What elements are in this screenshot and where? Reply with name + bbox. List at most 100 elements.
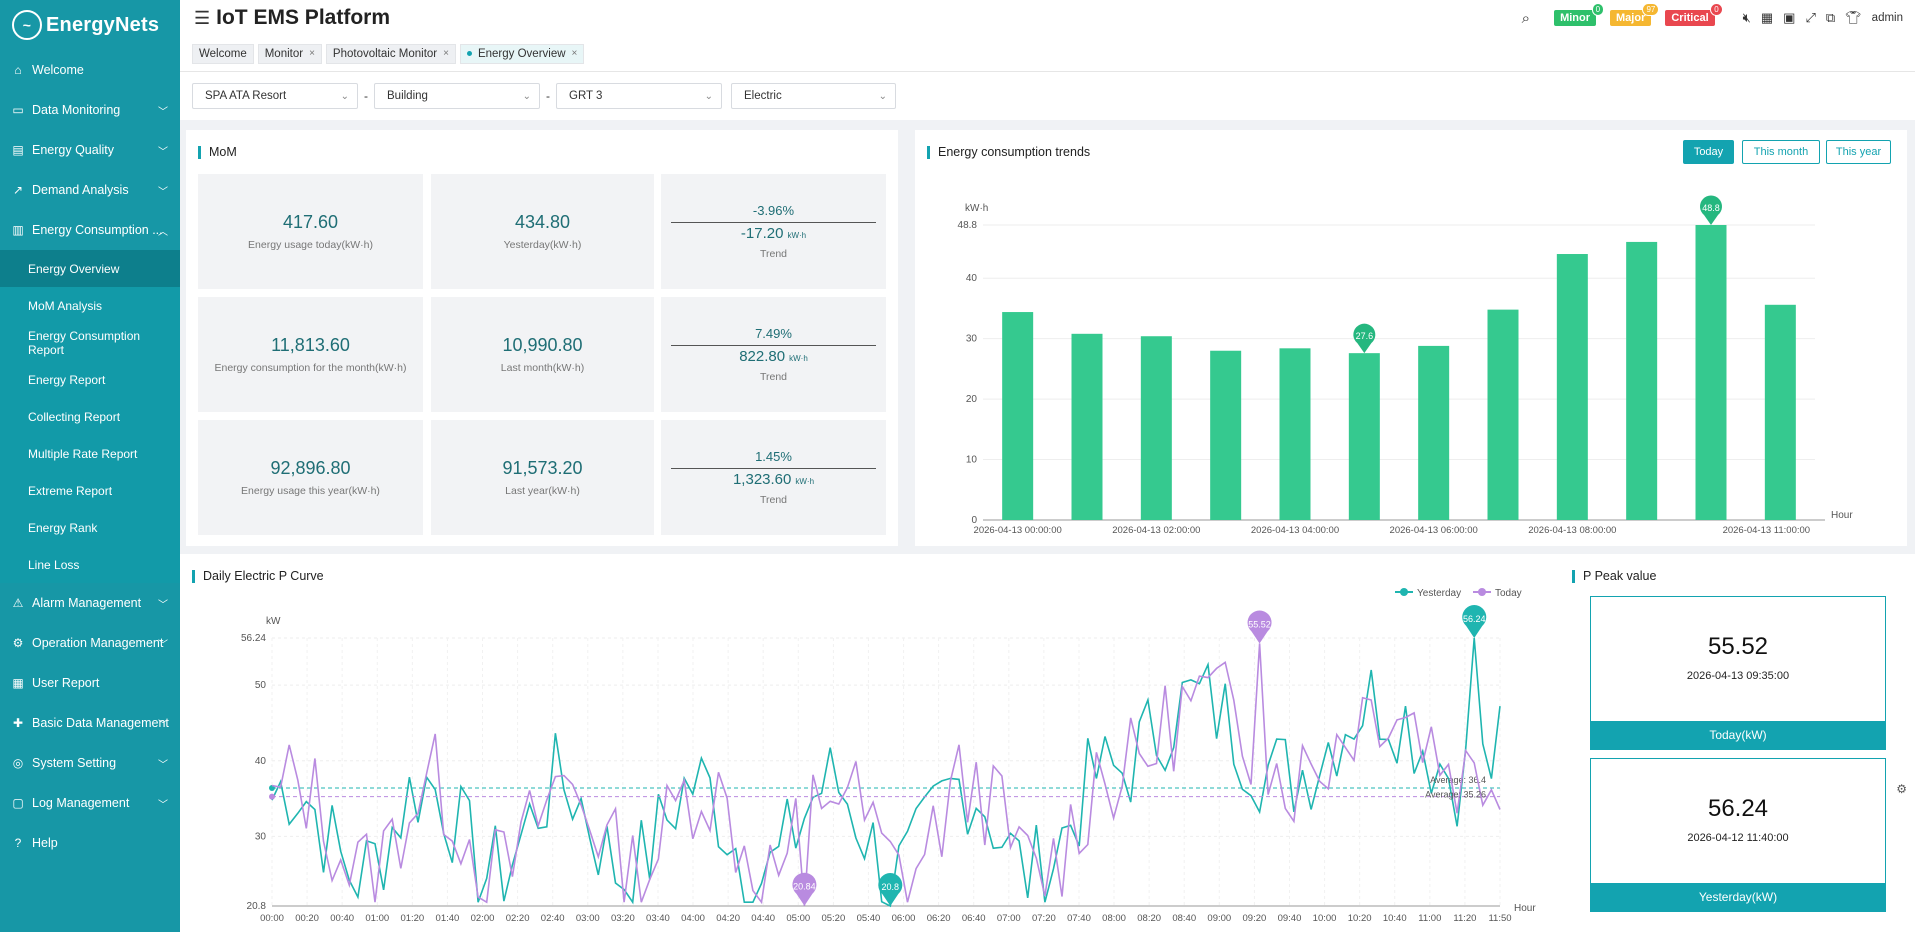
sidebar-item-demand-analysis[interactable]: ↗ Demand Analysis ﹀ bbox=[0, 170, 180, 210]
theme-icon[interactable]: 👕︎ bbox=[1845, 10, 1862, 25]
x-tick-label: 11:20 bbox=[1453, 913, 1476, 924]
sidebar-item-welcome[interactable]: ⌂ Welcome bbox=[0, 50, 180, 90]
search-icon[interactable]: ⌕ bbox=[1521, 9, 1531, 27]
peak-yesterday-value: 56.24 bbox=[1707, 795, 1769, 822]
alarm-count: 0 bbox=[1591, 3, 1605, 16]
chevron-down-icon: ﹀ bbox=[158, 719, 168, 731]
x-tick-label: 2026-04-13 08:00:00 bbox=[1528, 525, 1616, 536]
sidebar-subitem-line-loss[interactable]: Line Loss bbox=[0, 546, 180, 583]
mom-trend-unit: kW·h bbox=[795, 477, 815, 486]
close-icon[interactable]: × bbox=[571, 48, 578, 59]
sidebar-item-energy-quality[interactable]: ▤ Energy Quality ﹀ bbox=[0, 130, 180, 170]
sidebar-subitem-collecting-report[interactable]: Collecting Report bbox=[0, 398, 180, 435]
sidebar-item-label: System Setting bbox=[32, 756, 117, 770]
mom-previous-value: 434.80 bbox=[514, 212, 571, 232]
tab-label: Welcome bbox=[199, 47, 247, 60]
mom-previous-label: Last month(kW·h) bbox=[500, 362, 585, 374]
close-icon[interactable]: × bbox=[443, 48, 449, 59]
analysis-icon: ↗ bbox=[12, 183, 24, 197]
user-name[interactable]: admin bbox=[1871, 12, 1903, 24]
sidebar-subitem-energy-report[interactable]: Energy Report bbox=[0, 361, 180, 398]
fullscreen-icon[interactable]: ⤢ bbox=[1805, 10, 1816, 25]
brand-logo[interactable]: ~ EnergyNets bbox=[0, 0, 180, 50]
x-tick-label: 00:40 bbox=[330, 913, 354, 924]
sidebar-subitem-energy-consumption-report[interactable]: Energy Consumption Report bbox=[0, 324, 180, 361]
menu-toggle-icon[interactable]: ☰ bbox=[194, 7, 211, 28]
alarm-badge-minor[interactable]: Minor 0 bbox=[1554, 3, 1605, 26]
building-select[interactable]: Building ⌄ bbox=[374, 83, 540, 109]
extreme-marker-pin bbox=[878, 873, 903, 906]
range-button-today[interactable]: Today bbox=[1683, 140, 1734, 164]
close-icon[interactable]: × bbox=[309, 48, 315, 59]
sidebar-subitem-label: Line Loss bbox=[28, 557, 80, 572]
sidebar-subitem-label: MoM Analysis bbox=[28, 298, 103, 313]
peak-today-card: 55.52 2026-04-13 09:35:00 Today(kW) bbox=[1590, 596, 1886, 750]
sidebar-item-user-report[interactable]: ▦ User Report bbox=[0, 663, 180, 703]
mom-trend-unit: kW·h bbox=[789, 354, 808, 363]
sidebar-subitem-label: Extreme Report bbox=[28, 483, 113, 498]
trend-title: Energy consumption trends bbox=[927, 146, 1090, 159]
logo-icon: ~ bbox=[12, 10, 42, 40]
mute-icon[interactable]: 🔇︎ bbox=[1742, 10, 1751, 25]
bar-marker-label: 27.6 bbox=[1356, 331, 1374, 341]
bar bbox=[1348, 353, 1380, 520]
screen-icon[interactable]: ▣ bbox=[1783, 10, 1796, 25]
energy-type-select[interactable]: Electric ⌄ bbox=[731, 83, 896, 109]
sidebar-item-basic-data-management[interactable]: ✚ Basic Data Management ﹀ bbox=[0, 703, 180, 743]
sidebar-item-data-monitoring[interactable]: ▭ Data Monitoring ﹀ bbox=[0, 90, 180, 130]
x-tick-label: 11:50 bbox=[1488, 913, 1511, 924]
range-button-this-year[interactable]: This year bbox=[1826, 140, 1891, 164]
x-tick-label: 06:20 bbox=[927, 913, 951, 924]
qrcode-icon[interactable]: ▦ bbox=[1760, 10, 1774, 25]
mom-previous-card: 434.80 Yesterday(kW·h) bbox=[431, 174, 654, 289]
sidebar-item-label: Operation Management bbox=[32, 636, 164, 650]
alarm-badge-critical[interactable]: Critical 0 bbox=[1665, 3, 1723, 26]
sidebar-item-help[interactable]: ? Help bbox=[0, 823, 180, 863]
range-button-this-month[interactable]: This month bbox=[1742, 140, 1820, 164]
sidebar-subitem-energy-overview[interactable]: Energy Overview bbox=[0, 250, 180, 287]
x-tick-label: 06:00 bbox=[892, 913, 916, 924]
sidebar-item-system-setting[interactable]: ◎ System Setting ﹀ bbox=[0, 743, 180, 783]
x-tick-label: 00:00 bbox=[260, 913, 284, 924]
mom-current-value: 417.60 bbox=[282, 212, 339, 232]
settings-drawer-icon[interactable]: ⚙ bbox=[1896, 782, 1907, 796]
data-icon: ✚ bbox=[12, 716, 24, 730]
sidebar-subitem-mom-analysis[interactable]: MoM Analysis bbox=[0, 287, 180, 324]
sidebar-item-label: Demand Analysis bbox=[32, 183, 129, 197]
chevron-down-icon: ⌄ bbox=[878, 90, 887, 102]
p-curve-panel: Daily Electric P Curve kW 20.8 30 40 50 56.24… bbox=[180, 554, 1560, 932]
bar bbox=[1695, 225, 1727, 520]
sidebar-item-log-management[interactable]: ▢ Log Management ﹀ bbox=[0, 783, 180, 823]
x-tick-label: 07:40 bbox=[1067, 913, 1091, 924]
meter-select[interactable]: GRT 3 ⌄ bbox=[556, 83, 722, 109]
mom-current-card: 417.60 Energy usage today(kW·h) bbox=[198, 174, 423, 289]
sidebar-subitem-extreme-report[interactable]: Extreme Report bbox=[0, 472, 180, 509]
sidebar-subitem-energy-rank[interactable]: Energy Rank bbox=[0, 509, 180, 546]
monitor-icon: ▭ bbox=[12, 103, 24, 117]
tab-monitor[interactable]: Monitor × bbox=[257, 43, 322, 64]
sidebar-item-operation-management[interactable]: ⚙ Operation Management ﹀ bbox=[0, 623, 180, 663]
sidebar-item-energy-consumption[interactable]: ▥ Energy Consumption ... ︿ bbox=[0, 210, 180, 250]
window-icon[interactable]: ⧉ bbox=[1825, 10, 1836, 25]
sidebar-item-label: User Report bbox=[32, 676, 100, 690]
x-tick-label: 00:20 bbox=[295, 913, 319, 924]
filter-separator: - bbox=[364, 89, 368, 103]
tab-energy-overview[interactable]: Energy Overview × bbox=[459, 43, 585, 64]
series-line-today bbox=[271, 643, 1501, 906]
sidebar-item-label: Basic Data Management bbox=[32, 716, 169, 730]
sidebar-item-alarm-management[interactable]: ⚠ Alarm Management ﹀ bbox=[0, 583, 180, 623]
chevron-down-icon: ﹀ bbox=[158, 106, 168, 118]
mom-trend-label: Trend bbox=[759, 494, 788, 506]
bar bbox=[1556, 254, 1588, 520]
x-tick-label: 01:40 bbox=[436, 913, 460, 924]
report-icon: ▦ bbox=[12, 676, 24, 690]
sidebar-subitem-multiple-rate-report[interactable]: Multiple Rate Report bbox=[0, 435, 180, 472]
site-select[interactable]: SPA ATA Resort ⌄ bbox=[192, 83, 358, 109]
alarm-badge-major[interactable]: Major 97 bbox=[1610, 3, 1660, 26]
tab-welcome[interactable]: Welcome bbox=[192, 43, 254, 64]
tab-photovoltaic-monitor[interactable]: Photovoltaic Monitor × bbox=[325, 43, 456, 64]
bar bbox=[1071, 333, 1103, 520]
x-tick-label: 05:20 bbox=[821, 913, 845, 924]
x-tick-label: 11:00 bbox=[1418, 913, 1441, 924]
x-tick-label: 09:40 bbox=[1278, 913, 1302, 924]
